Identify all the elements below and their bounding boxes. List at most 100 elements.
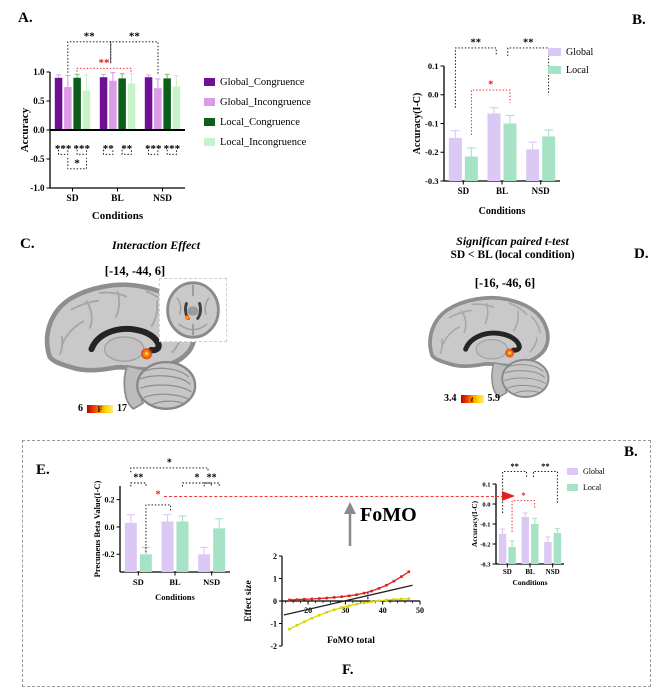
x-tick-label: NSD bbox=[546, 568, 560, 576]
y-tick-label: 0 bbox=[273, 597, 277, 606]
marker bbox=[370, 600, 373, 603]
significance-label: * bbox=[155, 490, 160, 501]
panel_a-svg: 1.0 0.5 0.0 -0.5 -1.0 SD BL NSD Conditions Accura… bbox=[19, 30, 311, 222]
bar bbox=[487, 113, 501, 181]
axial-brain-inset bbox=[159, 278, 227, 342]
panel-e-chart: 0.2 0.0 -0.2 SD BL NSD Conditions Precuneus Bet… bbox=[58, 450, 243, 623]
significance-bracket bbox=[145, 504, 172, 553]
y-tick-label: 0.2 bbox=[105, 495, 115, 504]
panel-a-chart: 1.0 0.5 0.0 -0.5 -1.0 SD BL NSD Conditions Accura… bbox=[12, 22, 322, 239]
marker bbox=[347, 604, 351, 608]
significance-bracket bbox=[130, 482, 147, 487]
significance-label: ** bbox=[121, 143, 133, 155]
x-tick-label: 20 bbox=[304, 606, 312, 615]
marker bbox=[355, 593, 358, 596]
panel-d-label: D. bbox=[634, 246, 649, 262]
bar bbox=[172, 86, 181, 130]
panel_e-svg: 0.2 0.0 -0.2 SD BL NSD Conditions Precuneus Bet… bbox=[92, 457, 230, 602]
panel-f-label: F. bbox=[342, 662, 354, 678]
significance-bracket bbox=[130, 467, 209, 473]
y-tick-label: 0.0 bbox=[105, 523, 115, 532]
significance-bracket bbox=[454, 47, 497, 108]
x-tick-label: BL bbox=[496, 186, 508, 196]
marker bbox=[325, 596, 329, 600]
marker bbox=[332, 596, 336, 599]
significance-label: *** bbox=[74, 143, 91, 155]
bar bbox=[73, 77, 81, 130]
series-black_line bbox=[283, 584, 413, 616]
bar bbox=[464, 156, 478, 181]
y-tick-label: 1.0 bbox=[33, 67, 45, 77]
significance-bracket bbox=[470, 89, 511, 135]
marker bbox=[332, 608, 336, 612]
x-tick-label: SD bbox=[458, 186, 470, 196]
y-tick-label: -2 bbox=[270, 642, 277, 651]
x-tick-label: SD bbox=[66, 194, 78, 204]
significance-bracket bbox=[182, 482, 212, 487]
bar bbox=[176, 521, 189, 572]
y-tick-label: -0.1 bbox=[480, 521, 490, 528]
legend-label: Global_Congruence bbox=[220, 77, 305, 88]
panel-c-title: Interaction Effect bbox=[111, 238, 201, 252]
x-axis-title: Conditions bbox=[92, 210, 144, 222]
significance-label: ** bbox=[523, 37, 534, 48]
significance-label: ** bbox=[510, 461, 519, 471]
y-tick-label: 2 bbox=[273, 552, 277, 561]
panel-a-label: A. bbox=[18, 10, 33, 26]
marker bbox=[407, 570, 411, 574]
marker bbox=[340, 606, 343, 609]
legend-label: Local bbox=[566, 65, 589, 76]
y-tick-label: -1 bbox=[270, 619, 277, 628]
sagittal-brain-image-d bbox=[418, 294, 570, 406]
y-tick-label: -0.2 bbox=[102, 550, 115, 559]
fomo-text: FoMO bbox=[360, 504, 417, 526]
y-tick-label: 0.0 bbox=[428, 90, 439, 100]
colorbar-c-stat: F bbox=[97, 403, 103, 414]
bar bbox=[163, 78, 171, 130]
marker bbox=[310, 597, 314, 601]
legend-swatch bbox=[204, 78, 215, 86]
significance-label: ** bbox=[471, 37, 482, 48]
bar bbox=[542, 136, 556, 181]
significance-label: * bbox=[74, 157, 80, 169]
colorbar-d-max: 5.9 bbox=[487, 393, 501, 404]
y-axis-title: Accuracy(I-C) bbox=[412, 93, 423, 155]
marker bbox=[310, 617, 314, 620]
bar bbox=[124, 522, 137, 572]
significance-bracket bbox=[507, 47, 550, 96]
significance-bracket bbox=[203, 482, 220, 487]
y-tick-label: -0.2 bbox=[425, 147, 438, 157]
colorbar-c-min: 6 bbox=[78, 403, 83, 414]
panel-d-coordinates: [-16, -46, 6] bbox=[474, 276, 536, 290]
legend-label: Local_Congruence bbox=[220, 117, 300, 128]
marker bbox=[362, 601, 366, 605]
legend-label: Global bbox=[583, 467, 606, 476]
x-tick-label: 50 bbox=[416, 606, 424, 615]
marker bbox=[400, 597, 403, 601]
colorbar-c: 6 F 17 bbox=[78, 403, 127, 414]
red-dashed-connector-line bbox=[164, 496, 504, 497]
marker bbox=[355, 602, 358, 606]
marker bbox=[325, 610, 329, 614]
y-tick-label: -0.5 bbox=[30, 154, 45, 164]
significance-label: ** bbox=[207, 472, 217, 483]
y-tick-label: 0.1 bbox=[482, 481, 490, 488]
y-tick-label: -0.1 bbox=[425, 118, 438, 128]
bottom-panel-border bbox=[22, 440, 651, 687]
x-tick-label: BL bbox=[525, 568, 535, 576]
marker bbox=[385, 583, 388, 587]
x-tick-label: 40 bbox=[379, 606, 387, 615]
significance-label: ** bbox=[129, 30, 141, 42]
x-tick-label: BL bbox=[111, 194, 124, 204]
up-arrow-icon bbox=[344, 502, 356, 546]
y-axis-title: Accuracy bbox=[19, 107, 31, 152]
panel-d-title-line1: Significan paired t-test bbox=[456, 234, 569, 248]
colorbar-d-gradient: t bbox=[460, 394, 484, 403]
marker bbox=[347, 594, 351, 598]
significance-bracket bbox=[67, 157, 87, 170]
marker bbox=[400, 575, 403, 578]
significance-label: * bbox=[521, 490, 525, 500]
marker bbox=[370, 589, 373, 593]
y-tick-label: 1 bbox=[273, 574, 277, 583]
bar bbox=[82, 90, 91, 130]
